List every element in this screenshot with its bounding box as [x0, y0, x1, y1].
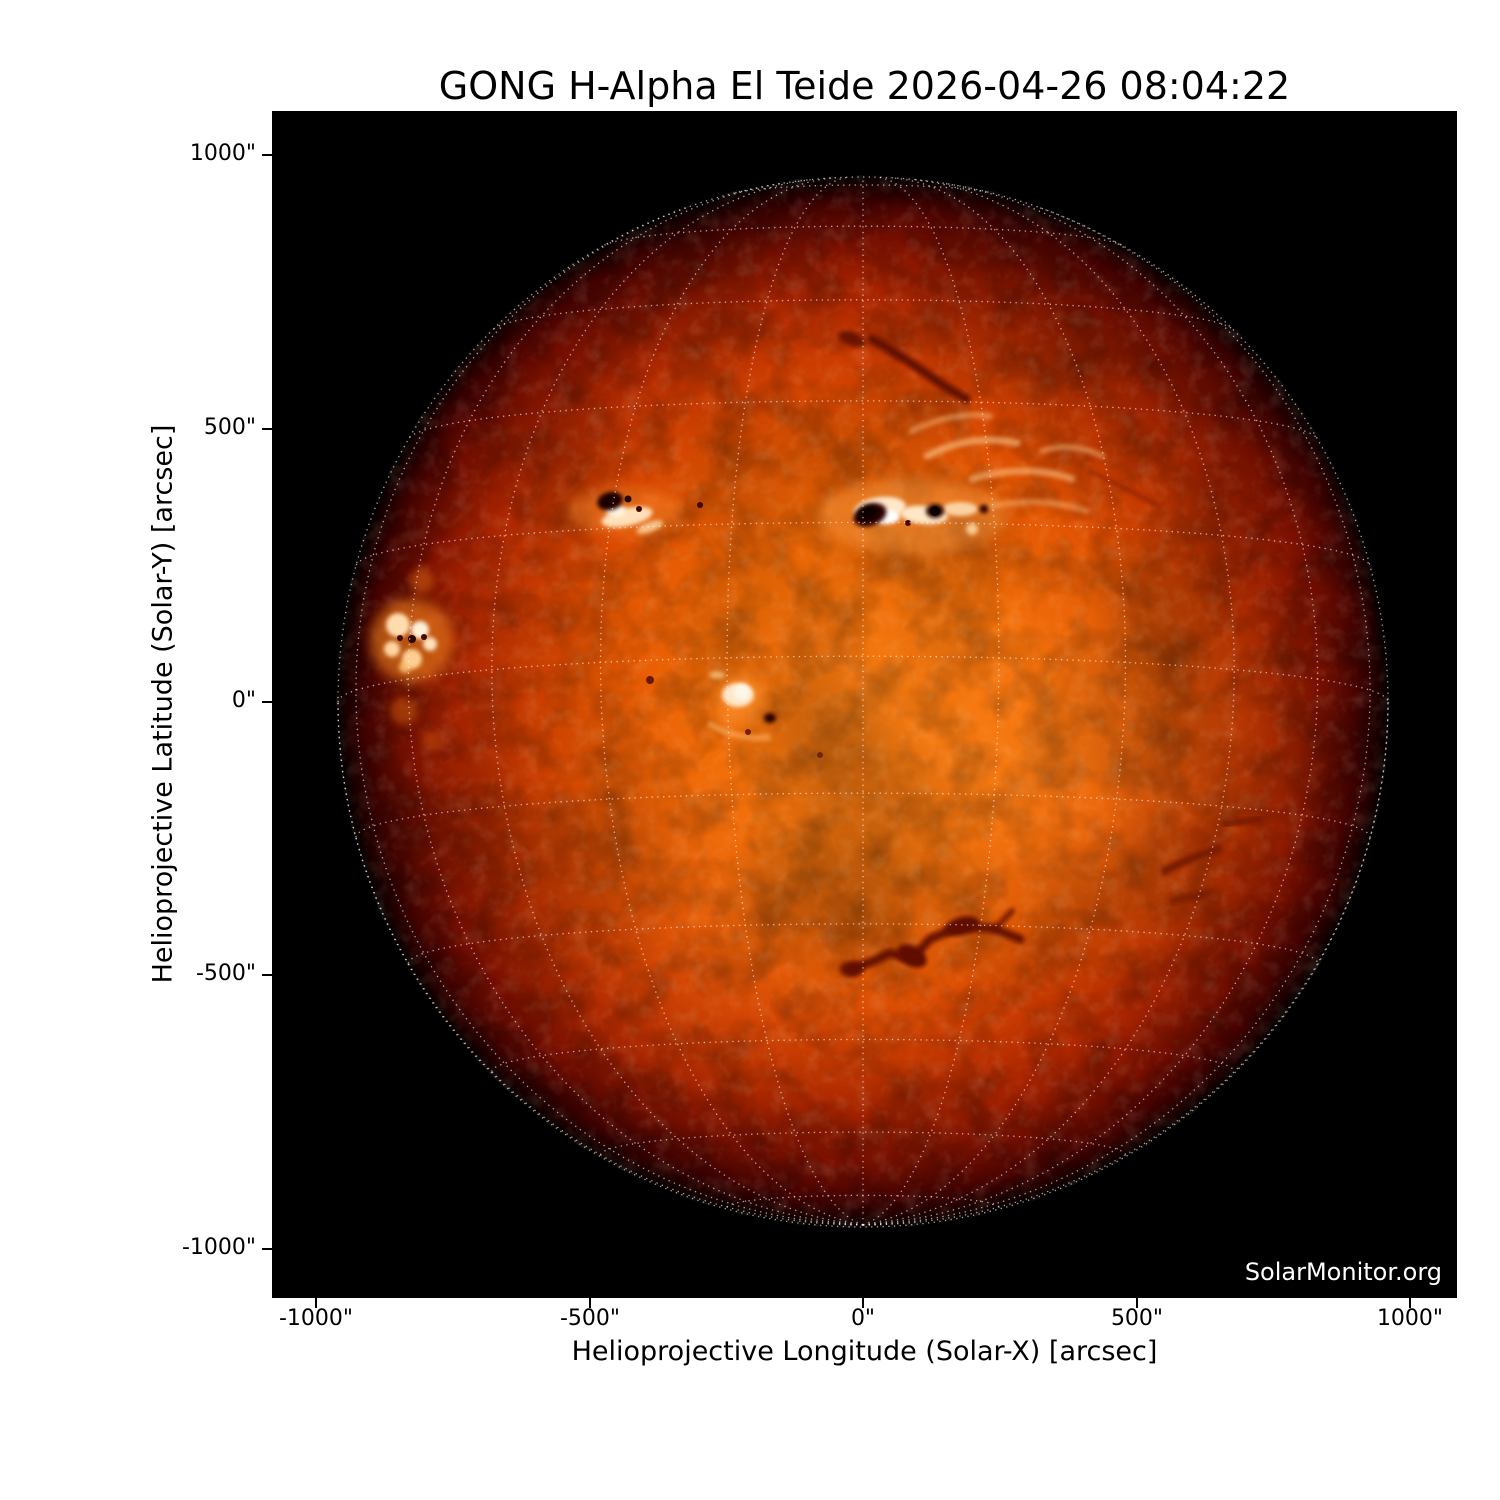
- x-tick-label: 1000": [1376, 1306, 1444, 1331]
- grid-line: [735, 184, 991, 194]
- x-tick-mark: [862, 1298, 864, 1308]
- y-tick-label: -1000": [181, 1235, 256, 1260]
- x-tick-mark: [315, 1298, 317, 1308]
- grid-line: [862, 178, 1235, 1226]
- y-tick-label: 1000": [189, 141, 256, 166]
- solar-disk: [336, 175, 1390, 1229]
- filament-north: [838, 330, 971, 404]
- plage-center: [706, 671, 776, 741]
- heliographic-grid: [337, 176, 1389, 1228]
- solar-image: [272, 111, 1457, 1298]
- active-region-main: [817, 412, 1105, 554]
- x-tick-label: -500": [559, 1306, 621, 1331]
- grid-line: [862, 177, 1127, 1226]
- grid-line: [862, 701, 1389, 1226]
- grid-line: [407, 182, 864, 1226]
- grid-line: [726, 1194, 1000, 1208]
- x-axis-label: Helioprojective Longitude (Solar-X) [arc…: [571, 1336, 1158, 1367]
- grid-line: [491, 178, 864, 1226]
- x-tick-mark: [1409, 1298, 1411, 1308]
- x-tick-label: 500": [1110, 1306, 1164, 1331]
- sunspot-center: [764, 713, 776, 723]
- grid-line: [726, 176, 864, 1226]
- filament-south-zigzag: [840, 908, 1025, 977]
- grid-line: [862, 182, 1319, 1226]
- figure-title: GONG H-Alpha El Teide 2026-04-26 08:04:2…: [438, 64, 1291, 108]
- grid-line: [337, 655, 1389, 703]
- x-tick-label: -1000": [278, 1306, 354, 1331]
- y-tick-mark: [262, 974, 272, 976]
- grid-line: [407, 923, 1319, 964]
- dark-dot: [646, 676, 654, 684]
- y-tick-label: 500": [203, 415, 256, 440]
- solar-features: [370, 330, 1291, 977]
- y-tick-label: 0": [231, 688, 256, 713]
- grid-line: [355, 792, 1371, 838]
- filament-southwest: [1161, 816, 1291, 910]
- y-tick-mark: [262, 701, 272, 703]
- grid-line: [493, 299, 1233, 330]
- filaments: [646, 330, 1291, 977]
- y-tick-mark: [262, 1248, 272, 1250]
- plot-area: SolarMonitor.org: [272, 111, 1457, 1298]
- grid-line: [599, 177, 864, 1226]
- dark-dot: [817, 752, 823, 758]
- sunspot-group-main: [853, 503, 989, 527]
- grid-line: [862, 176, 1000, 1226]
- solar-limb-circle: [337, 176, 1389, 1228]
- y-tick-mark: [262, 154, 272, 156]
- x-tick-label: 0": [850, 1306, 876, 1331]
- x-tick-mark: [589, 1298, 591, 1308]
- y-tick-mark: [262, 428, 272, 430]
- watermark: SolarMonitor.org: [1244, 1258, 1442, 1286]
- active-region-west: [566, 487, 703, 535]
- y-tick-label: -500": [195, 961, 256, 986]
- sunspot-west: [597, 491, 623, 511]
- x-tick-mark: [1136, 1298, 1138, 1308]
- dark-streak-northeast: [1087, 468, 1163, 509]
- active-region-east-limb: [370, 569, 454, 751]
- plage-wisps: [909, 412, 1105, 514]
